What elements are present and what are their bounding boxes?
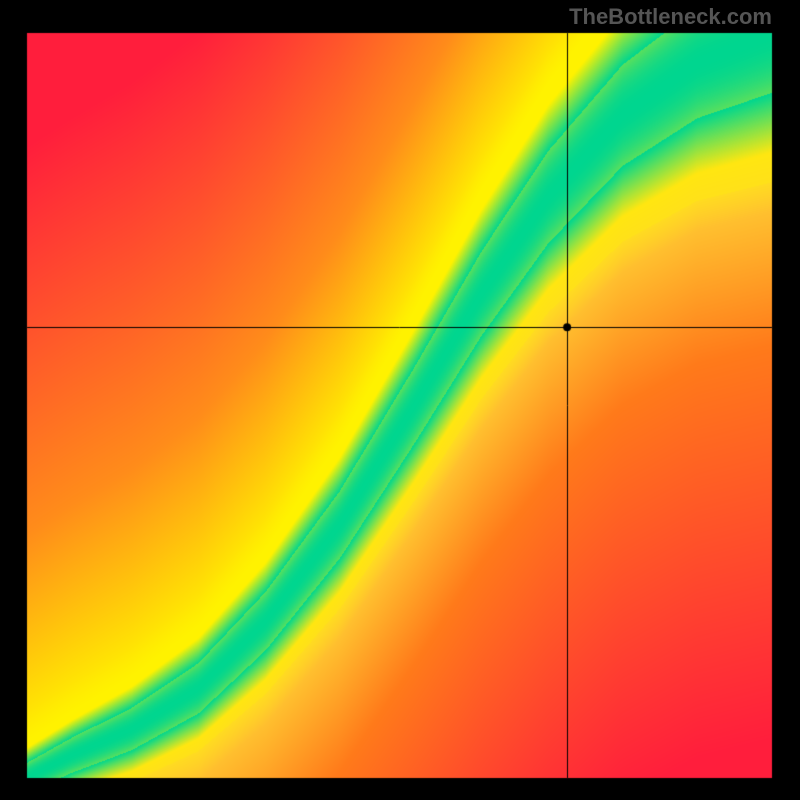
heatmap-canvas [0,0,800,800]
chart-container: TheBottleneck.com [0,0,800,800]
